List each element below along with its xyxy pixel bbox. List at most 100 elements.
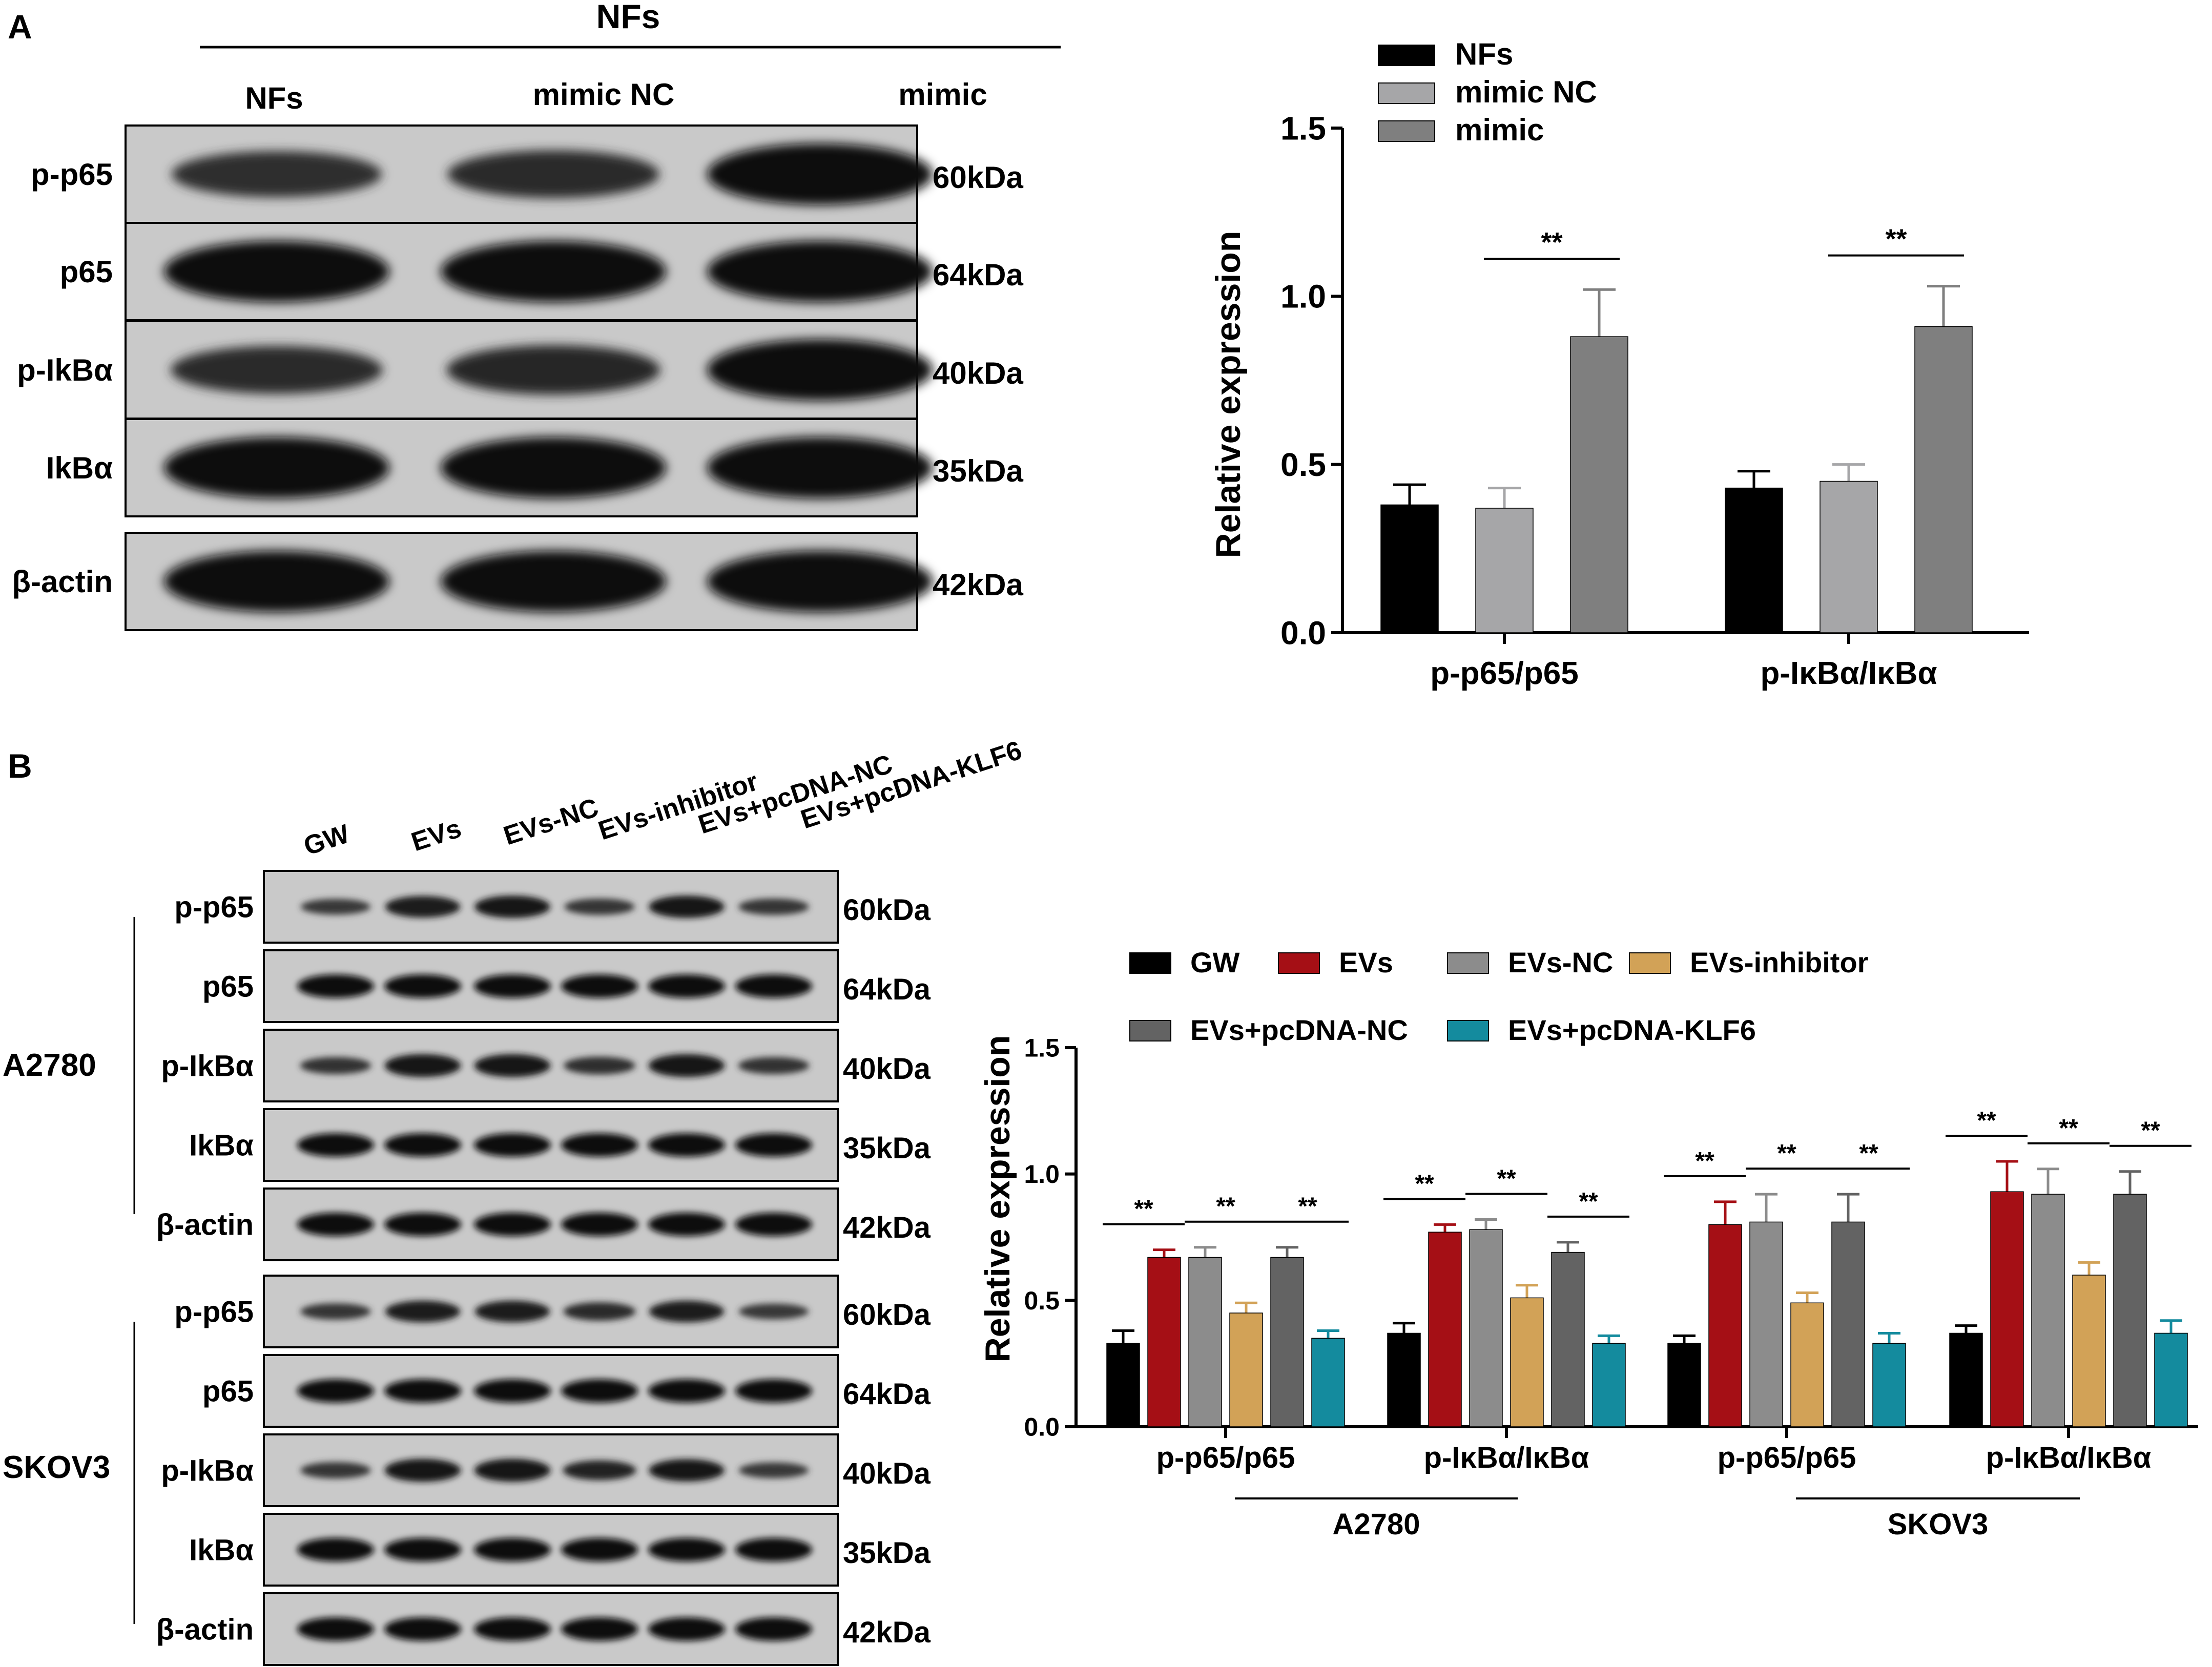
chart-y-tick-label: 0.0 [1024,1413,1060,1442]
blot-band [474,974,551,998]
blot-band [297,974,374,998]
blot-protein-label: β-actin [12,565,113,599]
legend-swatch [1378,82,1435,104]
chart-bar [1667,1343,1701,1427]
blot-band [738,1303,809,1320]
blot-protein-label: p-IkBα [161,1049,254,1082]
panel-a-lane-label: NFs [245,81,303,115]
blot-band [563,1460,636,1481]
cell-line-label: SKOV3 [3,1450,110,1485]
blot-band [441,437,666,498]
panel-b-letter: B [8,747,32,785]
blot-band [297,1133,374,1157]
blot-band [384,1617,461,1641]
chart-b-legend: GW EVs EVs-NC EVs-inhibitor EVs+pcDNA-NC EVs+… [1129,946,1868,1046]
blot-band [297,1379,374,1403]
blot-size-label: 64kDa [843,1378,931,1411]
panel-a-lane-label: mimic NC [533,77,675,112]
cell-line-label: A2780 [3,1048,96,1083]
chart-bar [1872,1343,1906,1427]
blot-band [384,1458,461,1482]
chart-bar [2072,1275,2106,1427]
blot-band [707,241,933,302]
blot-band [564,1056,635,1075]
blot-band [649,895,725,918]
chart-bar [1106,1343,1140,1427]
panel-b-lane-label: EVs [408,814,465,858]
panel-b-lane-label: GW [300,819,354,861]
chart-bar [2113,1194,2147,1427]
blot-band [648,1054,725,1077]
blot-band [738,898,809,915]
blot-band [385,1300,461,1323]
blot-protein-label: p-p65 [174,890,254,924]
chart-significance-label: ** [1497,1165,1516,1192]
chart-bar [2031,1194,2065,1427]
chart-bar [1949,1332,1983,1427]
blot-protein-label: p-IkBα [17,353,113,387]
blot-protein-label: p65 [202,1374,254,1408]
blot-band [297,1617,374,1641]
blot-band [297,1213,374,1236]
blot-protein-label: p-IkBα [161,1454,254,1487]
legend-label: NFs [1455,37,1513,71]
chart-significance-label: ** [2059,1115,2078,1142]
legend-swatch [1129,952,1171,974]
blot-band [447,150,659,198]
blot-band [648,1617,725,1641]
panel-a-letter: A [8,8,32,46]
legend-label: mimic NC [1455,75,1597,109]
blot-band [474,1458,551,1482]
blot-band [649,1300,725,1323]
chart-significance-label: ** [1298,1193,1317,1220]
blot-band [474,1300,550,1323]
blot-band [648,1213,725,1236]
legend-swatch [1129,1020,1171,1041]
blot-band [171,151,382,198]
blot-band [300,899,371,915]
chart-bar [1592,1343,1626,1427]
blot-protein-label: IkBα [189,1129,254,1162]
chart-significance-label: ** [1695,1148,1714,1175]
blot-band [561,1379,638,1403]
chart-significance-label: ** [1977,1107,1996,1134]
chart-significance-label: ** [1134,1196,1153,1223]
blot-band [649,1459,725,1482]
blot-band [164,437,389,498]
legend-label: EVs+pcDNA-KLF6 [1508,1014,1756,1046]
blot-band [738,1057,810,1074]
blot-size-label: 35kDa [933,454,1023,488]
blot-band [561,1133,638,1157]
chart-bar [1990,1191,2024,1427]
chart-y-tick-label: 0.5 [1280,446,1326,483]
legend-swatch [1447,1020,1489,1041]
legend-swatch [1278,952,1320,974]
blot-band [385,895,461,918]
blot-band [384,974,461,998]
legend-swatch [1378,120,1435,142]
blot-band [474,1133,551,1157]
blot-protein-label: p-p65 [31,157,113,192]
blot-band [707,551,933,612]
blot-band [735,1617,812,1641]
blot-band [648,1379,725,1403]
blot-band [648,1133,725,1157]
blot-band [735,1379,812,1403]
blot-band [561,1538,638,1561]
blot-band [707,339,933,401]
blot-protein-label: IkBα [46,451,113,485]
panel-b-blot: B GW EVs EVs-NCEVs-inhibitorEVs+pcDNA-NCEV… [3,735,1025,1666]
chart-group-label: SKOV3 [1888,1508,1989,1541]
legend-swatch [1378,45,1435,66]
blot-size-label: 40kDa [843,1457,931,1490]
chart-bar [1570,336,1628,633]
blot-band [707,143,933,205]
blot-size-label: 42kDa [843,1616,931,1649]
blot-protein-label: β-actin [156,1208,254,1241]
legend-label: EVs-NC [1508,946,1613,978]
chart-x-category-label: p-p65/p65 [1156,1441,1295,1474]
chart-y-tick-label: 1.0 [1280,278,1326,315]
chart-y-tick-label: 1.5 [1024,1034,1060,1062]
blot-band [164,241,389,302]
blot-protein-label: p-p65 [174,1295,254,1328]
